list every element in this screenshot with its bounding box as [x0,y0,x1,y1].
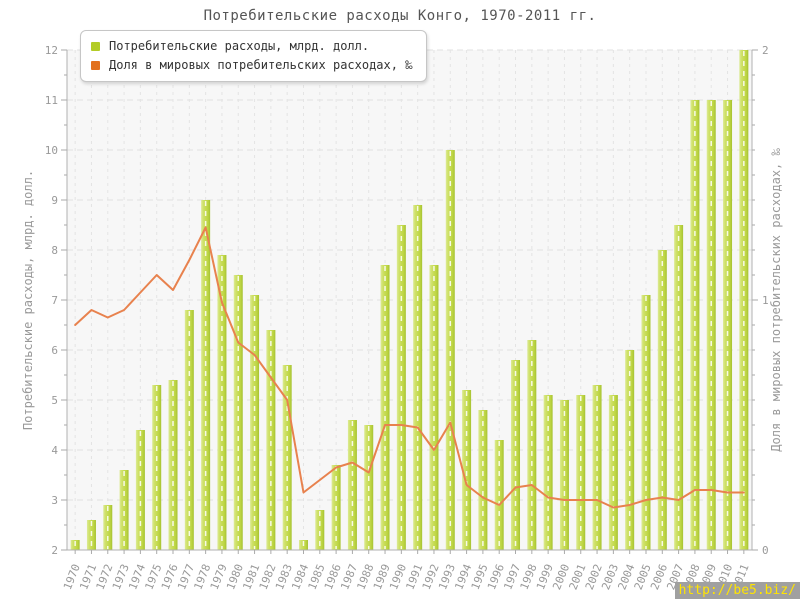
bar-1977 [184,310,194,550]
bar-1980 [233,275,243,550]
bar-1995 [478,410,488,550]
y-left-label-11: 11 [45,94,58,107]
y-left-label-6: 6 [51,344,58,357]
bar-1973 [119,470,129,550]
legend-item-line: Доля в мировых потребительских расходах,… [91,56,412,75]
legend-item-bars: Потребительские расходы, млрд. долл. [91,37,412,56]
y-right-label-1: 1 [762,294,769,307]
watermark-link[interactable]: http://be5.biz/ [674,582,800,599]
bar-2004 [625,350,635,550]
y-left-label-12: 12 [45,44,58,57]
bar-2011 [739,50,749,550]
legend-label-line: Доля в мировых потребительских расходах,… [109,58,413,72]
y-left-label-3: 3 [51,494,58,507]
bar-2006 [657,250,667,550]
y-left-label-5: 5 [51,394,58,407]
y-left-label-4: 4 [51,444,58,457]
y-left-label-10: 10 [45,144,58,157]
bar-2003 [608,395,618,550]
legend-swatch-bars [91,42,100,51]
bar-1985 [315,510,325,550]
bar-1974 [135,430,145,550]
chart-legend: Потребительские расходы, млрд. долл. Дол… [80,30,428,82]
bar-1999 [543,395,553,550]
bar-2001 [576,395,586,550]
bar-1994 [462,390,472,550]
y-right-label-2: 2 [762,44,769,57]
y-axis-title-right: Доля в мировых потребительских расходах,… [769,148,783,452]
y-axis-title-left: Потребительские расходы, млрд. долл. [21,169,35,431]
y-left-label-2: 2 [51,544,58,557]
y-left-label-8: 8 [51,244,58,257]
bar-1982 [266,330,276,550]
y-left-label-7: 7 [51,294,58,307]
bar-1993 [445,150,455,550]
bar-1981 [250,295,260,550]
legend-swatch-line [91,61,100,70]
chart-title: Потребительские расходы Конго, 1970-2011… [203,8,597,24]
bar-1979 [217,255,227,550]
bar-2005 [641,295,651,550]
legend-label-bars: Потребительские расходы, млрд. долл. [109,39,370,53]
share-trend-line [74,226,745,509]
y-left-label-9: 9 [51,194,58,207]
y-right-label-0: 0 [762,544,769,557]
